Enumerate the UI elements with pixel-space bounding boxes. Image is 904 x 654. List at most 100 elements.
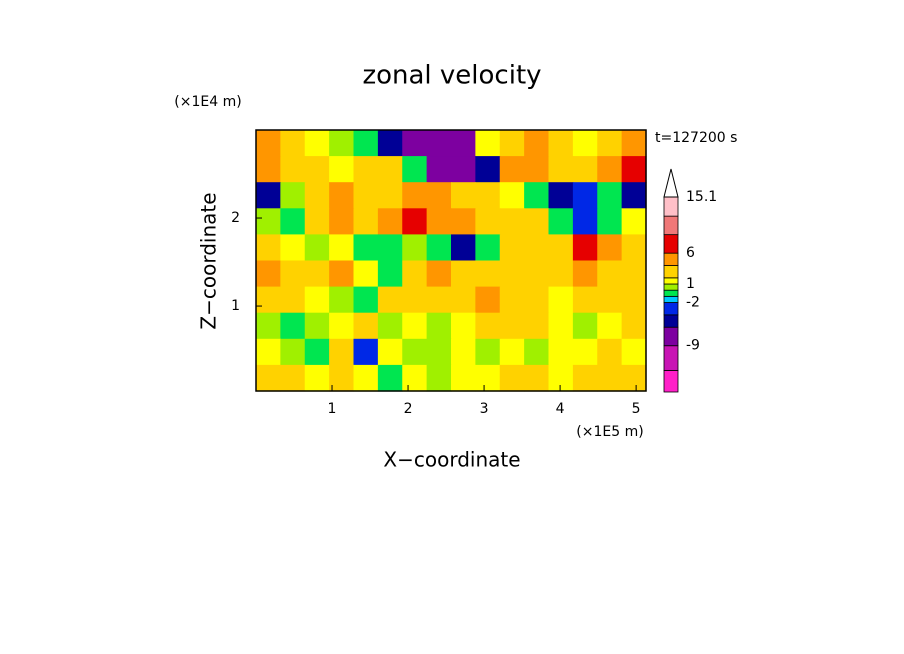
field-cell [451,286,476,314]
field-cell [475,130,501,157]
field-cell [475,234,501,262]
field-cell [524,234,550,262]
field-cell [572,130,598,157]
field-cell [451,130,476,157]
field-cell [572,338,598,366]
field-cell [377,260,403,288]
field-cell [377,338,403,366]
field [256,130,647,392]
field-cell [621,286,647,314]
field-cell [548,312,574,340]
colorbar-swatch [663,277,679,285]
field-cell [548,234,574,262]
field-cell [353,312,379,340]
colorbar-swatch [663,196,679,217]
field-cell [256,364,281,392]
field-cell [499,130,525,157]
field-cell [377,312,403,340]
colorbar-label: 1 [686,276,695,292]
field-cell [402,208,428,235]
field-cell [426,208,452,235]
field-cell [256,338,281,366]
field-cell [621,260,647,288]
field-cell [280,234,306,262]
field-cell [572,260,598,288]
field-cell [524,338,550,366]
field-cell [451,234,476,262]
field-cell [304,130,330,157]
field-cell [353,260,379,288]
field-cell [451,156,476,183]
x-tick-label: 2 [404,401,413,417]
field-cell [621,156,647,183]
field-cell [475,208,501,235]
y-unit: (×1E4 m) [174,94,241,110]
colorbar-swatch [663,265,679,279]
field-cell [402,338,428,366]
field-cell [377,156,403,183]
field-cell [280,208,306,235]
field-cell [524,286,550,314]
field-cell [597,260,623,288]
field-cell [524,156,550,183]
field-cell [621,208,647,235]
field-cell [597,130,623,157]
field-cell [304,182,330,209]
field-cell [597,182,623,209]
field-cell [377,364,403,392]
field-cell [524,260,550,288]
x-tick-label: 3 [480,401,489,417]
field-cell [548,364,574,392]
field-cell [256,234,281,262]
field-cell [499,338,525,366]
field-cell [499,182,525,209]
field-cell [524,182,550,209]
y-axis-title: Z−coordinate [197,192,221,329]
field-cell [256,312,281,340]
field-cell [402,364,428,392]
field-cell [402,234,428,262]
field-cell [524,312,550,340]
field-cell [499,234,525,262]
field-cell [256,260,281,288]
field-cell [475,286,501,314]
field-cell [402,156,428,183]
field-cell [572,156,598,183]
field-cell [597,338,623,366]
colorbar-swatch [663,252,679,266]
colorbar-label: 6 [686,245,695,261]
field-cell [426,156,452,183]
field-cell [548,208,574,235]
field-cell [451,208,476,235]
field-cell [329,156,355,183]
colorbar-swatch [663,345,679,371]
colorbar-swatch [663,314,679,328]
field-cell [597,312,623,340]
x-axis-title: X−coordinate [383,448,520,472]
field-cell [451,338,476,366]
field-cell [353,286,379,314]
field-cell [499,286,525,314]
chart-title: zonal velocity [362,61,541,91]
field-cell [499,208,525,235]
field-cell [597,156,623,183]
colorbar-swatch [663,295,679,303]
colorbar-swatch [663,370,679,393]
x-unit: (×1E5 m) [576,424,643,440]
field-cell [475,364,501,392]
field-cell [280,130,306,157]
field-cell [548,338,574,366]
field-cell [353,364,379,392]
field-cell [426,364,452,392]
field-cell [329,182,355,209]
field-cell [621,312,647,340]
field-cell [621,130,647,157]
colorbar-swatch [663,234,679,254]
field-cell [280,312,306,340]
field-cell [621,364,647,392]
field-cell [280,286,306,314]
field-cell [475,260,501,288]
field-cell [304,286,330,314]
field-cell [304,260,330,288]
